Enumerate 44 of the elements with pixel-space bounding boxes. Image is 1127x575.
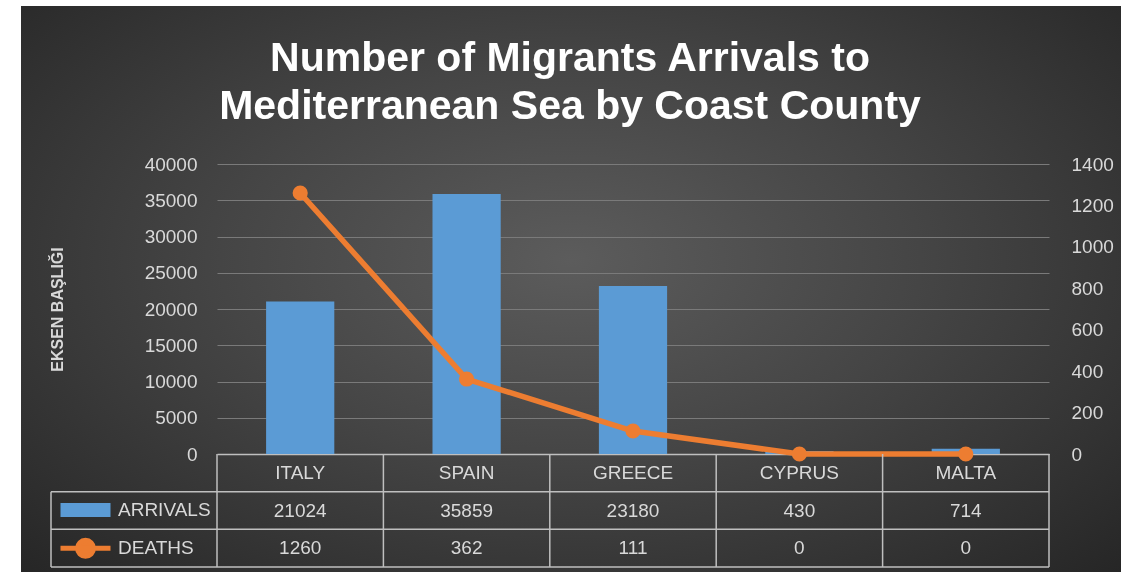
y-tick-label: 10000 <box>144 371 198 392</box>
y2-tick-label: 0 <box>1071 443 1083 465</box>
point <box>625 423 641 439</box>
y2-tick-label: 800 <box>1071 277 1104 299</box>
point <box>791 446 807 462</box>
y-tick-label: 5000 <box>155 407 198 429</box>
point <box>958 446 974 462</box>
data-label: 1260 <box>279 537 322 559</box>
y-tick-label: 15000 <box>144 334 198 356</box>
y-axis-title: EKSEN BAŞLIĞI <box>47 247 66 372</box>
data-label: 23180 <box>606 499 660 521</box>
y2-tick-label: 1200 <box>1071 194 1114 216</box>
bar <box>266 301 335 454</box>
chart-title: Number of Migrants Arrivals to Mediterranean Sea by Coast County <box>219 34 922 128</box>
y-tick-label: 40000 <box>144 153 198 175</box>
x-tick-label: GREECE <box>592 462 674 484</box>
y-tick-label: 20000 <box>144 298 198 320</box>
point <box>459 371 475 387</box>
x-tick-label: ITALY <box>275 462 326 484</box>
x-tick-label: CYPRUS <box>759 462 839 484</box>
data-label: 362 <box>450 537 483 559</box>
bar <box>598 285 668 454</box>
x-tick-label: MALTA <box>935 462 997 484</box>
data-label: 0 <box>794 537 805 559</box>
point <box>292 185 308 201</box>
y-tick-label: 30000 <box>144 226 198 247</box>
data-label: 111 <box>618 537 648 559</box>
y-tick-label: 0 <box>186 443 198 465</box>
data-label: 21024 <box>273 499 328 521</box>
bar <box>432 194 501 454</box>
y2-tick-label: 200 <box>1071 402 1104 424</box>
data-label: 35859 <box>440 499 494 521</box>
data-label: 430 <box>783 499 816 521</box>
legend-label: DEATHS <box>118 537 194 559</box>
y2-tick-label: 1400 <box>1071 153 1114 175</box>
y-tick-label: 25000 <box>144 262 198 284</box>
x-tick-label: SPAIN <box>438 462 495 484</box>
legend-label: ARRIVALS <box>118 499 211 520</box>
y2-tick-label: 1000 <box>1071 236 1114 258</box>
y2-tick-label: 600 <box>1071 319 1104 341</box>
data-label: 0 <box>960 537 972 559</box>
y2-tick-label: 400 <box>1071 360 1104 382</box>
data-label: 714 <box>949 499 983 521</box>
y-tick-label: 35000 <box>144 189 198 211</box>
